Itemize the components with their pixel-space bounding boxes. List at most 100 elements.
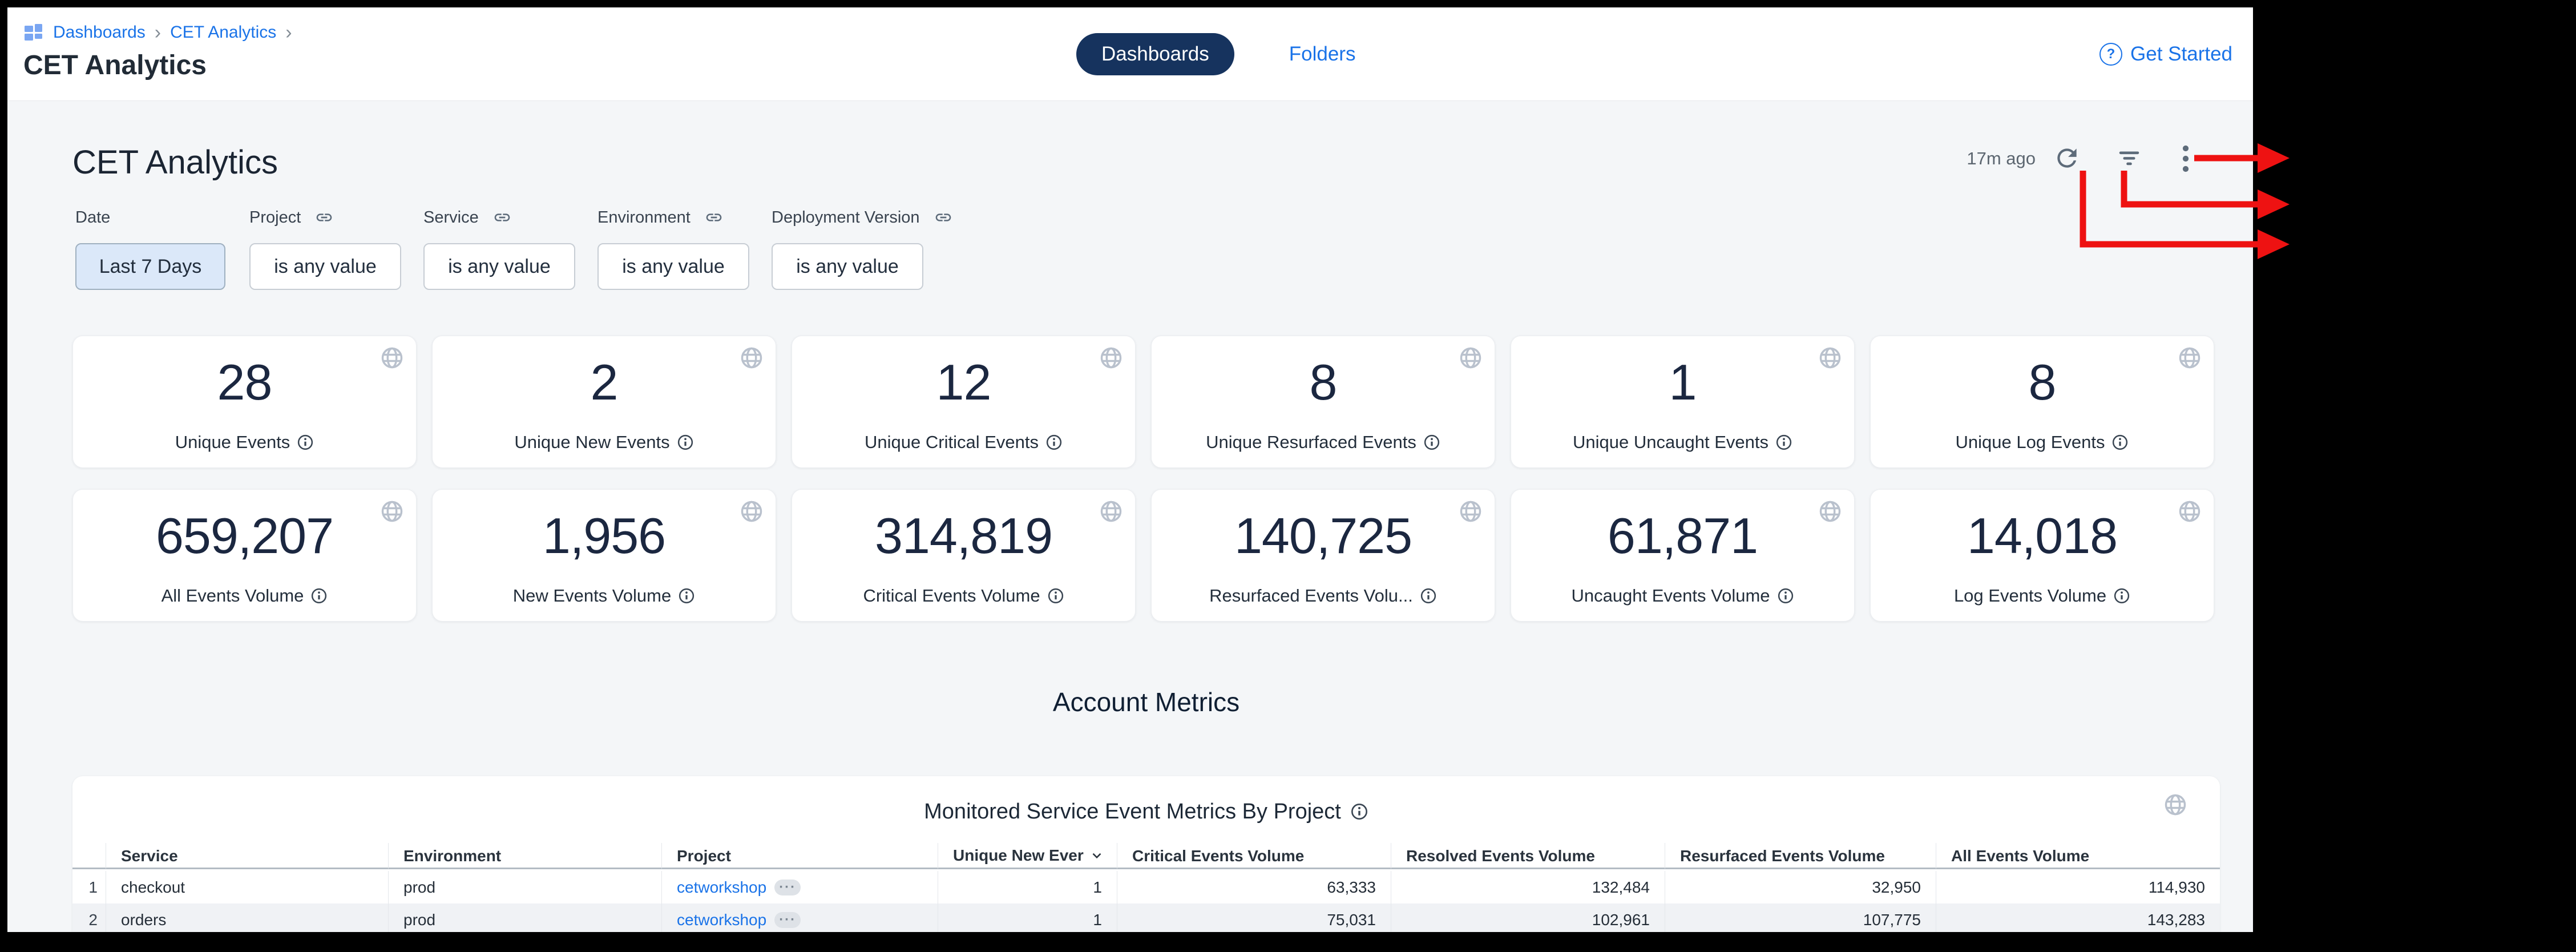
info-icon[interactable] <box>1777 587 1794 604</box>
help-icon: ? <box>2099 43 2123 66</box>
filter-deployment-version-value[interactable]: is any value <box>772 243 923 290</box>
info-icon[interactable] <box>1047 587 1064 604</box>
kpi-value: 1,956 <box>542 507 666 564</box>
get-started-button[interactable]: ? Get Started <box>2099 41 2232 68</box>
globe-icon <box>739 499 764 527</box>
project-link[interactable]: cetworkshop <box>677 911 767 929</box>
globe-icon <box>2163 792 2188 820</box>
kpi-tile-critical-events-volume[interactable]: 314,819 Critical Events Volume <box>792 489 1136 622</box>
kpi-value: 1 <box>1669 354 1697 410</box>
kpi-label: Resurfaced Events Volu... <box>1209 586 1413 606</box>
section-heading-account-metrics: Account Metrics <box>1052 687 1240 717</box>
kpi-value: 28 <box>217 354 273 410</box>
info-icon[interactable] <box>2113 587 2130 604</box>
globe-icon <box>379 499 405 527</box>
kebab-menu-icon[interactable] <box>2175 143 2196 174</box>
info-icon[interactable] <box>677 434 694 451</box>
col-header-label: Unique New Ever <box>953 846 1084 864</box>
kpi-value: 61,871 <box>1607 507 1758 564</box>
filter-project-value[interactable]: is any value <box>249 243 401 290</box>
table-row: 2 orders prod cetworkshop ··· 1 75,031 1… <box>72 903 2220 932</box>
kpi-tile-unique-log-events[interactable]: 8 Unique Log Events <box>1870 336 2214 468</box>
info-icon[interactable] <box>1420 587 1437 604</box>
kpi-label: Unique Events <box>175 432 290 452</box>
app-window: Dashboards › CET Analytics › CET Analyti… <box>7 7 2253 932</box>
cell-resolved-events-volume: 132,484 <box>1391 871 1665 903</box>
link-icon <box>312 208 336 227</box>
tab-dashboards[interactable]: Dashboards <box>1076 33 1234 75</box>
kpi-tile-unique-uncaught-events[interactable]: 1 Unique Uncaught Events <box>1511 336 1855 468</box>
kpi-tile-all-events-volume[interactable]: 659,207 All Events Volume <box>72 489 417 622</box>
filter-service-value[interactable]: is any value <box>423 243 575 290</box>
dashboards-grid-icon[interactable] <box>25 23 44 42</box>
kpi-label: Unique Uncaught Events <box>1573 432 1769 452</box>
breadcrumb-separator: › <box>154 22 161 43</box>
filter-project-label: Project <box>249 208 301 227</box>
filter-icon[interactable] <box>2116 145 2142 171</box>
last-refreshed-label: 17m ago <box>1967 148 2036 168</box>
globe-icon <box>1818 499 1843 527</box>
table-card-monitored-service-event-metrics: Monitored Service Event Metrics By Proje… <box>72 776 2220 932</box>
col-header-environment[interactable]: Environment <box>388 843 661 869</box>
info-icon[interactable] <box>678 587 695 604</box>
kpi-label: All Events Volume <box>161 586 304 606</box>
table-title: Monitored Service Event Metrics By Proje… <box>924 799 1341 824</box>
kpi-value: 2 <box>590 354 619 410</box>
dashboard-title: CET Analytics <box>72 144 278 181</box>
filter-environment-label: Environment <box>597 208 691 227</box>
globe-icon <box>2177 345 2202 373</box>
info-icon[interactable] <box>1045 434 1063 451</box>
col-header-unique-new-events-sorted[interactable]: Unique New Ever <box>938 843 1117 869</box>
cell-critical-events-volume: 75,031 <box>1117 903 1391 932</box>
kpi-tile-resurfaced-events-volume[interactable]: 140,725 Resurfaced Events Volu... <box>1151 489 1495 622</box>
col-header-rownum <box>72 843 106 869</box>
kpi-value: 12 <box>936 354 992 410</box>
col-header-critical-events-volume[interactable]: Critical Events Volume <box>1117 843 1391 869</box>
kpi-tile-new-events-volume[interactable]: 1,956 New Events Volume <box>432 489 776 622</box>
kpi-label: New Events Volume <box>512 586 672 606</box>
info-icon[interactable] <box>297 434 314 451</box>
refresh-icon[interactable] <box>2053 144 2081 172</box>
kpi-tile-unique-critical-events[interactable]: 12 Unique Critical Events <box>792 336 1136 468</box>
tab-folders[interactable]: Folders <box>1289 43 1356 65</box>
filter-date: Date Last 7 Days <box>75 207 225 290</box>
kpi-tile-uncaught-events-volume[interactable]: 61,871 Uncaught Events Volume <box>1511 489 1855 622</box>
kpi-label: Critical Events Volume <box>863 586 1040 606</box>
col-header-all-events-volume[interactable]: All Events Volume <box>1936 843 2220 869</box>
link-icon <box>702 208 726 227</box>
filter-date-value[interactable]: Last 7 Days <box>75 243 225 290</box>
project-more-pill[interactable]: ··· <box>774 911 801 928</box>
cell-service: checkout <box>106 871 388 903</box>
info-icon[interactable] <box>310 587 328 604</box>
globe-icon <box>1099 345 1124 373</box>
row-number: 2 <box>72 903 106 932</box>
table-row: 1 checkout prod cetworkshop ··· 1 63,333… <box>72 871 2220 903</box>
info-icon[interactable] <box>1775 434 1792 451</box>
filter-environment-value[interactable]: is any value <box>597 243 749 290</box>
breadcrumb-cet-analytics[interactable]: CET Analytics <box>170 23 277 42</box>
col-header-resurfaced-events-volume[interactable]: Resurfaced Events Volume <box>1665 843 1936 869</box>
info-icon[interactable] <box>1423 434 1440 451</box>
info-icon[interactable] <box>2111 434 2129 451</box>
breadcrumb-separator: › <box>285 22 292 43</box>
col-header-resolved-events-volume[interactable]: Resolved Events Volume <box>1391 843 1665 869</box>
kpi-tile-unique-resurfaced-events[interactable]: 8 Unique Resurfaced Events <box>1151 336 1495 468</box>
project-link[interactable]: cetworkshop <box>677 878 767 896</box>
col-header-service[interactable]: Service <box>106 843 388 869</box>
cell-project: cetworkshop ··· <box>661 903 938 932</box>
cell-resurfaced-events-volume: 32,950 <box>1665 871 1936 903</box>
view-tabs: Dashboards Folders <box>1076 33 1355 75</box>
globe-icon <box>1099 499 1124 527</box>
kpi-value: 659,207 <box>155 507 334 564</box>
kpi-tile-unique-events[interactable]: 28 Unique Events <box>72 336 417 468</box>
cell-service: orders <box>106 903 388 932</box>
project-more-pill[interactable]: ··· <box>774 879 801 895</box>
col-header-project[interactable]: Project <box>661 843 938 869</box>
kpi-tile-log-events-volume[interactable]: 14,018 Log Events Volume <box>1870 489 2214 622</box>
breadcrumb-dashboards[interactable]: Dashboards <box>53 23 146 42</box>
kpi-label: Unique Resurfaced Events <box>1206 432 1416 452</box>
globe-icon <box>2177 499 2202 527</box>
info-icon[interactable] <box>1350 802 1368 821</box>
kpi-tile-unique-new-events[interactable]: 2 Unique New Events <box>432 336 776 468</box>
